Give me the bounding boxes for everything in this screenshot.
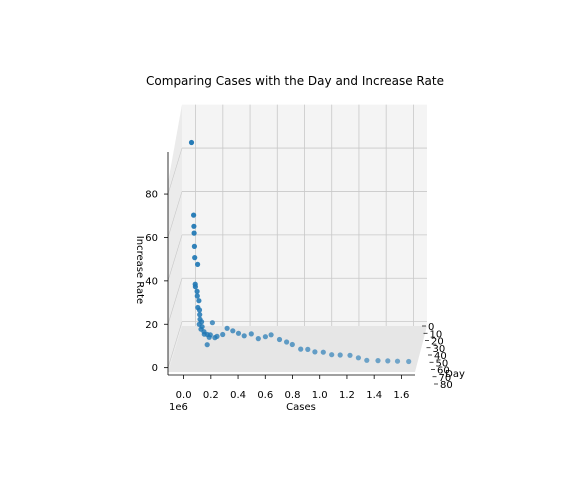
grid-line <box>167 191 183 238</box>
z-tick-label: 80 <box>145 190 158 201</box>
z-tick-label: 40 <box>145 276 158 287</box>
scatter-point <box>248 331 254 337</box>
scatter-point <box>191 243 197 249</box>
y-tick-label: 30 <box>433 344 446 355</box>
axis-lines <box>164 152 438 385</box>
scatter-point <box>235 330 242 336</box>
scatter-point <box>276 336 283 343</box>
scatter-point <box>192 255 198 261</box>
scatter-point <box>197 312 203 318</box>
scatter-point <box>347 352 353 358</box>
scatter-point <box>209 320 215 326</box>
scatter-point <box>241 333 247 339</box>
x-tick-label: 0.0 <box>176 390 192 401</box>
scatter-point <box>214 333 220 339</box>
scatter-point <box>305 346 311 352</box>
scatter-point <box>191 223 197 229</box>
scatter-point <box>406 358 412 365</box>
scatter-point <box>385 358 391 364</box>
y-tick-label: 10 <box>430 329 443 340</box>
scatter-point <box>355 355 361 361</box>
x-tick-label: 1.6 <box>393 390 409 401</box>
scatter-point <box>375 358 381 364</box>
x-tick-label: 1.0 <box>312 390 328 401</box>
scatter-point <box>329 352 335 358</box>
scatter-point <box>230 328 236 334</box>
tick-labels: 0.0 0.2 0.4 0.6 0.8 1.0 1.2 1.4 1.60204060800102… <box>145 190 452 401</box>
scatter-point <box>364 357 370 363</box>
y-tick-label: 60 <box>437 366 450 377</box>
y-tick-label: 80 <box>440 380 453 391</box>
grid-line <box>167 147 183 195</box>
y-tick-label: 70 <box>439 373 452 384</box>
grid-line <box>167 321 183 368</box>
x-tick-label: 0.6 <box>257 390 273 401</box>
z-tick-label: 60 <box>145 233 158 244</box>
scatter-point <box>191 212 197 218</box>
axis-panes <box>168 104 427 372</box>
x-tick-label: 0.2 <box>203 390 219 401</box>
scatter-point <box>194 288 200 294</box>
scatter-point <box>268 332 274 338</box>
y-tick-label: 20 <box>431 337 444 348</box>
scatter-point <box>195 261 201 267</box>
x-offset-label: 1e6 <box>169 402 188 413</box>
scatter-point <box>204 342 210 348</box>
x-tick-label: 0.8 <box>285 390 301 401</box>
grid-line <box>167 234 183 281</box>
scatter-point <box>196 307 203 313</box>
x-tick-label: 0.4 <box>230 390 246 401</box>
scatter-point <box>196 298 202 304</box>
scatter-point <box>206 334 212 340</box>
scatter-point <box>394 358 401 364</box>
z-tick-label: 20 <box>145 320 158 331</box>
x-axis-label: Cases <box>286 402 316 413</box>
z-axis-label: Increase Rate <box>134 236 145 304</box>
z-tick-label: 0 <box>152 363 158 374</box>
scatter-point <box>194 293 200 299</box>
scatter-point <box>284 339 290 345</box>
scatter-point <box>188 139 195 146</box>
scatter-point <box>224 325 230 331</box>
y-axis-label: Day <box>445 369 465 380</box>
x-tick-label: 1.4 <box>366 390 382 401</box>
floor-pane <box>168 326 427 372</box>
scatter-point <box>312 349 318 355</box>
scatter-point <box>298 346 304 352</box>
side-pane <box>168 104 182 372</box>
y-tick-label: 40 <box>434 351 447 362</box>
scatter-point <box>262 334 268 340</box>
scatter-point <box>337 352 343 358</box>
scatter-point <box>192 284 198 290</box>
y-tick-label: 50 <box>436 358 449 369</box>
scatter-point <box>255 336 261 342</box>
scatter-point <box>191 230 197 236</box>
grid-line <box>167 278 183 325</box>
scatter-point <box>289 341 295 348</box>
chart-title: Comparing Cases with the Day and Increas… <box>146 74 444 88</box>
scatter-points <box>188 139 412 365</box>
scatter-point <box>320 349 326 355</box>
scatter-point <box>220 331 226 338</box>
y-tick-label: 0 <box>428 322 434 333</box>
x-tick-label: 1.2 <box>339 390 355 401</box>
grid-lines <box>167 104 427 368</box>
